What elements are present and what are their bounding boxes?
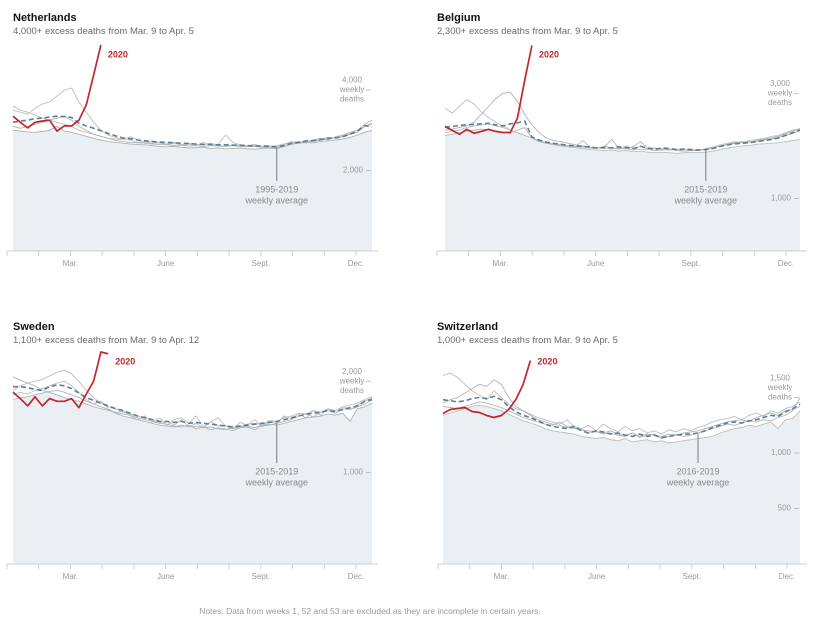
y-tick-label: deaths [340, 386, 364, 395]
historical-year-line [12, 125, 373, 150]
average-annotation-label: 2015-2019 [684, 184, 727, 194]
line-2020 [442, 360, 532, 419]
weekly-average-line [13, 384, 373, 428]
average-annotation-label: weekly average [244, 477, 308, 487]
x-tick-label: Dec. [348, 259, 364, 268]
chart-title-netherlands: Netherlands [13, 12, 77, 24]
historical-year-line [12, 389, 373, 431]
x-tick-label: June [157, 259, 175, 268]
x-tick-label: Dec. [778, 259, 794, 268]
y-tick-label: 1,000 [771, 194, 792, 203]
x-tick-label: Mar. [493, 259, 509, 268]
y-tick-label: weekly [767, 383, 792, 392]
y-tick-label: 3,000 [770, 79, 791, 88]
historical-range-area [443, 405, 800, 564]
y-tick-label: 4,000 [342, 76, 363, 85]
line-2020 [444, 45, 533, 136]
chart-subtitle-sweden: 1,100+ excess deaths from Mar. 9 to Apr.… [13, 335, 200, 346]
average-annotation-label: 1995-2019 [255, 184, 298, 194]
x-tick-label: Mar. [63, 259, 79, 268]
line-2020 [12, 351, 109, 409]
y-tick-label: 1,000 [343, 468, 364, 477]
y-tick-label: weekly [767, 88, 792, 97]
x-tick-label: Sept. [251, 572, 270, 581]
weekly-average-line [442, 395, 801, 439]
historical-year-line [12, 115, 373, 149]
x-tick-label: June [587, 259, 605, 268]
average-annotation-label: weekly average [674, 195, 738, 205]
label-2020: 2020 [108, 49, 128, 59]
historical-year-line [442, 404, 801, 444]
footnote: Notes: Data from weeks 1, 52 and 53 are … [199, 606, 541, 616]
historical-year-line [12, 380, 373, 430]
y-tick-label: 1,000 [771, 448, 792, 457]
x-tick-label: Sept. [682, 572, 701, 581]
historical-year-line [442, 379, 801, 437]
historical-range-area [445, 129, 800, 251]
y-tick-label: 2,000 [342, 367, 363, 376]
y-tick-label: 2,000 [343, 166, 364, 175]
chart-title-belgium: Belgium [437, 12, 481, 24]
y-tick-label: deaths [768, 393, 792, 402]
chart-title-sweden: Sweden [13, 321, 55, 333]
y-tick-label: weekly [339, 376, 364, 385]
x-tick-label: Dec. [779, 572, 795, 581]
x-tick-label: June [157, 572, 175, 581]
historical-range-area [13, 392, 372, 564]
x-tick-label: Mar. [494, 572, 510, 581]
x-tick-label: Sept. [681, 259, 700, 268]
line-2020 [12, 44, 102, 132]
y-tick-label: deaths [340, 95, 364, 104]
label-2020: 2020 [539, 49, 559, 59]
y-tick-label: deaths [768, 98, 792, 107]
x-tick-label: Sept. [251, 259, 270, 268]
x-tick-label: June [588, 572, 606, 581]
chart-subtitle-netherlands: 4,000+ excess deaths from Mar. 9 to Apr.… [13, 26, 194, 37]
y-tick-label: 1,500 [770, 374, 791, 383]
x-tick-label: Dec. [348, 572, 364, 581]
chart-title-switzerland: Switzerland [437, 321, 499, 333]
historical-year-line [444, 123, 801, 154]
average-annotation-label: 2015-2019 [255, 466, 298, 476]
historical-year-line [442, 372, 801, 435]
weekly-average-line [12, 115, 373, 148]
y-tick-label: 500 [778, 504, 792, 513]
average-annotation-label: weekly average [244, 195, 308, 205]
label-2020: 2020 [537, 356, 557, 366]
weekly-average-line [444, 120, 801, 151]
y-tick-label: weekly [339, 85, 364, 94]
label-2020: 2020 [115, 356, 135, 366]
historical-range-area [13, 126, 372, 251]
chart-subtitle-switzerland: 1,000+ excess deaths from Mar. 9 to Apr.… [437, 335, 618, 346]
average-annotation-label: 2016-2019 [676, 466, 719, 476]
average-annotation-label: weekly average [666, 477, 730, 487]
x-tick-label: Mar. [63, 572, 79, 581]
chart-subtitle-belgium: 2,300+ excess deaths from Mar. 9 to Apr.… [437, 26, 618, 37]
